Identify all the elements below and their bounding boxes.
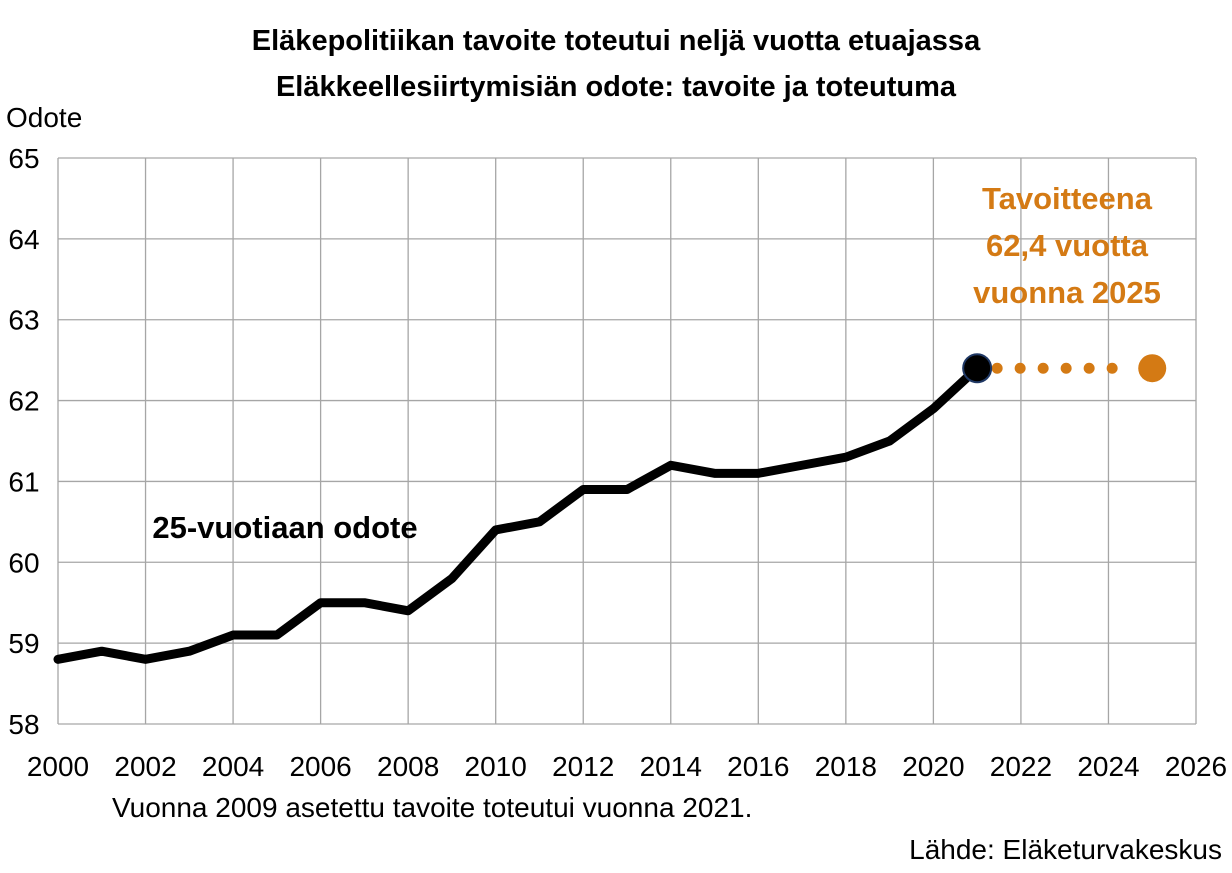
x-axis-ticks: 2000 2002 2004 2006 2008 2010 2012 2014 2016 2018… [27,751,1227,782]
x-tick-label: 2016 [727,751,789,782]
target-annotation-line: vuonna 2025 [973,275,1161,310]
target-point-marker [1138,354,1167,383]
target-annotation: Tavoitteena 62,4 vuotta vuonna 2025 [973,181,1161,310]
x-tick-label: 2014 [640,751,702,782]
y-tick-label: 65 [8,143,39,174]
x-tick-label: 2024 [1077,751,1139,782]
y-tick-label: 60 [8,547,39,578]
y-tick-label: 61 [8,466,39,497]
target-annotation-line: 62,4 vuotta [986,228,1149,263]
target-annotation-line: Tavoitteena [982,181,1153,216]
source-note: Lähde: Eläketurvakeskus [909,834,1222,865]
footnote: Vuonna 2009 asetettu tavoite toteutui vu… [112,792,753,823]
x-tick-label: 2002 [114,751,176,782]
x-tick-label: 2022 [990,751,1052,782]
series-label: 25-vuotiaan odote [152,510,417,545]
x-tick-label: 2004 [202,751,264,782]
y-tick-label: 58 [8,709,39,740]
chart-title: Eläkepolitiikan tavoite toteutui neljä v… [251,25,981,57]
x-tick-label: 2010 [465,751,527,782]
y-tick-label: 62 [8,386,39,417]
chart-subtitle: Eläkkeellesiirtymisiän odote: tavoite ja… [275,71,957,103]
y-tick-label: 59 [8,628,39,659]
x-tick-label: 2012 [552,751,614,782]
y-tick-label: 64 [8,224,39,255]
x-tick-label: 2006 [289,751,351,782]
y-axis-ticks: 58 59 60 61 62 63 64 65 [8,143,39,740]
x-tick-label: 2018 [815,751,877,782]
y-tick-label: 63 [8,305,39,336]
x-tick-label: 2020 [902,751,964,782]
actual-end-marker [962,353,993,384]
series-lines [53,353,1167,664]
y-axis-label: Odote [6,102,82,133]
x-tick-label: 2008 [377,751,439,782]
x-tick-label: 2026 [1165,751,1227,782]
x-tick-label: 2000 [27,751,89,782]
series-line-actual [53,363,982,664]
grid-lines [57,157,1197,725]
